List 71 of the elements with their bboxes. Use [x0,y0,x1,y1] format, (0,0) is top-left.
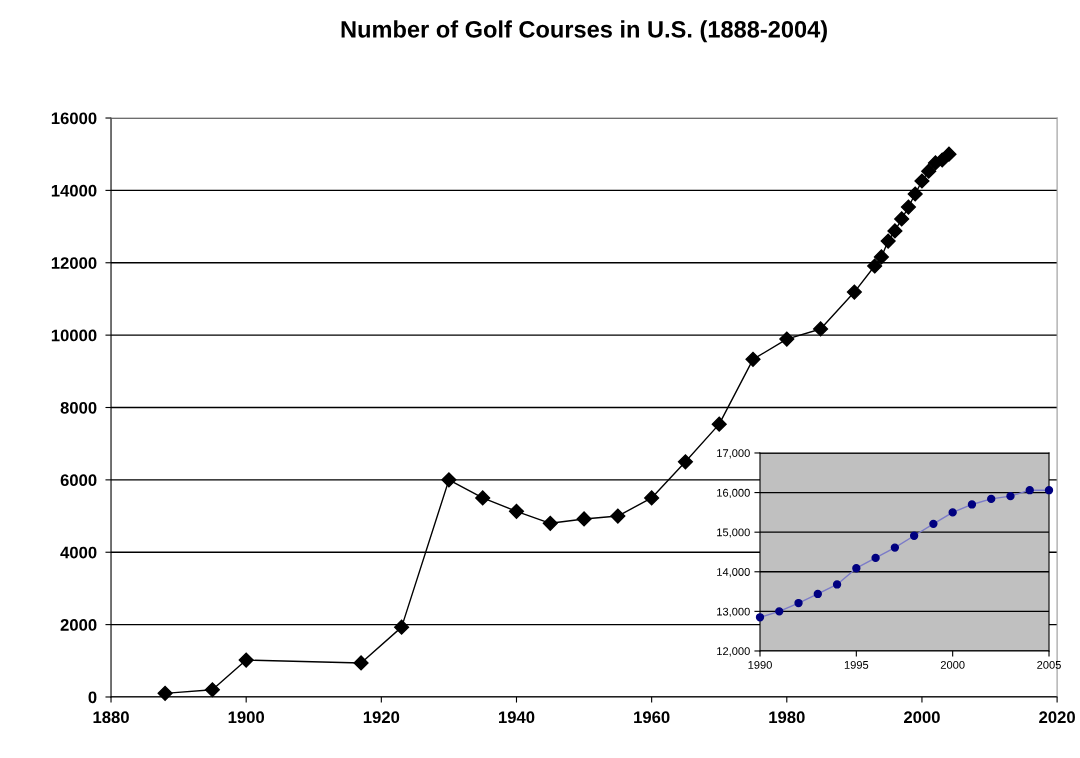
point [948,508,957,517]
point [475,490,491,506]
x-tick-label: 1920 [363,711,400,724]
x-tick-label: 1900 [228,711,265,724]
point [1044,486,1054,495]
point [441,472,457,488]
point [846,284,862,300]
point [880,233,896,249]
point [677,454,693,470]
chart-title: Number of Golf Courses in U.S. (1888-2004) [341,20,827,43]
point [394,619,410,635]
point [745,351,761,367]
y-tick-label: 13,000 [717,607,750,617]
y-tick-label: 4000 [60,546,97,559]
point [610,508,626,524]
point [907,186,923,202]
y-tick-label: 0 [88,691,97,704]
point [238,652,254,668]
point [929,519,938,529]
x-tick-label: 2005 [1037,660,1061,669]
x-tick-label: 2020 [1039,711,1075,724]
y-tick-label: 16000 [51,112,97,125]
y-tick-label: 12000 [51,257,97,269]
x-tick-label: 1880 [93,711,129,724]
point [1025,486,1034,495]
y-tick-label: 8000 [60,401,97,414]
x-tick-label: 2000 [903,711,940,724]
point [987,494,996,504]
point [867,258,883,274]
point [711,416,727,432]
point [813,589,822,599]
point [775,607,784,616]
point [204,682,220,698]
point [914,173,930,189]
y-tick-label: 2000 [60,619,97,631]
point [576,511,592,527]
x-tick-label: 1995 [844,660,869,669]
point [941,146,957,162]
x-tick-label: 1990 [748,660,772,669]
x-tick-label: 1960 [634,711,670,724]
point [542,515,558,531]
point [508,503,525,519]
point [890,543,900,552]
point [967,500,977,509]
point [644,490,660,506]
y-tick-label: 17,000 [717,449,750,459]
point [887,223,903,239]
x-tick-label: 1940 [499,711,535,724]
point [900,199,917,215]
point [909,531,919,540]
point [157,685,173,701]
y-tick-label: 10000 [51,329,97,342]
point [852,564,861,573]
y-tick-label: 16,000 [717,488,750,499]
point [832,580,842,589]
y-tick-label: 6000 [60,474,97,487]
point [779,331,795,347]
y-tick-label: 15,000 [717,528,750,538]
point [1006,491,1015,501]
point [894,211,910,227]
point [873,249,889,265]
y-tick-label: 12,000 [717,647,750,657]
point [921,163,937,179]
x-tick-label: 2000 [940,660,965,669]
x-tick-label: 1980 [769,711,805,724]
y-tick-label: 14,000 [717,568,750,578]
point [353,655,369,671]
y-tick-label: 14000 [51,184,97,197]
point [813,321,829,337]
point [794,598,803,608]
point [871,553,880,563]
